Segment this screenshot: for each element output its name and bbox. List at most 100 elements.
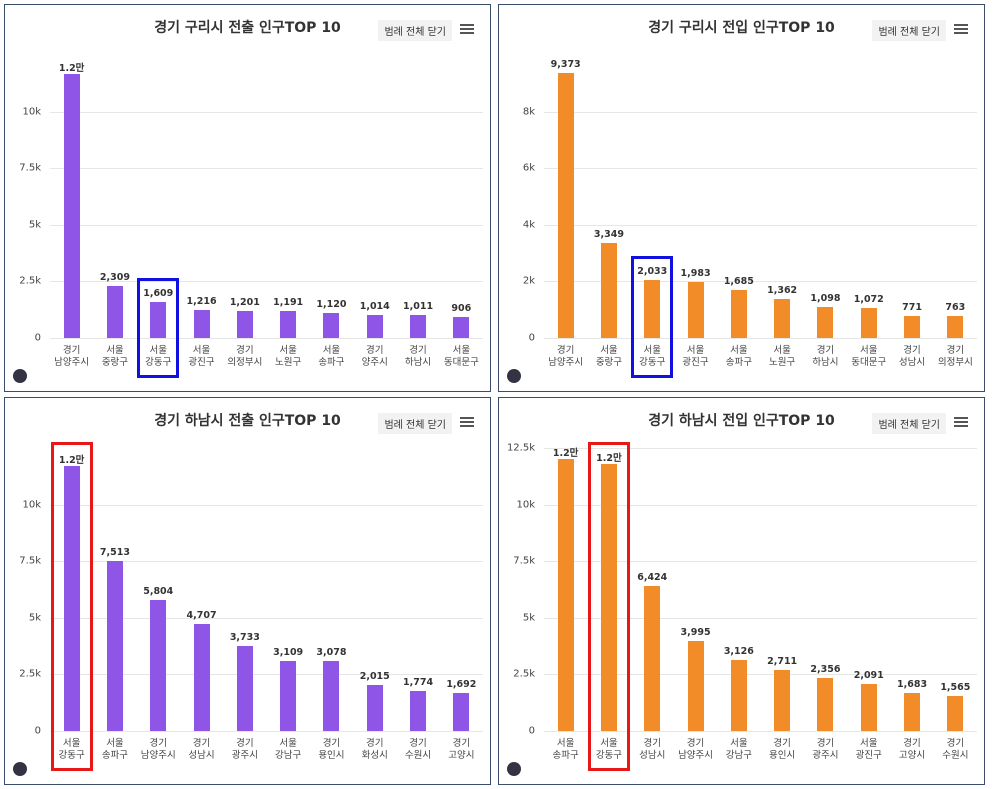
grid-line (50, 561, 483, 563)
x-tick-label: 경기 고양시 (448, 738, 475, 761)
grid-line (544, 561, 977, 563)
y-tick-label: 6k (522, 162, 535, 174)
x-tick-label: 서울 강동구 (145, 345, 172, 368)
bar (817, 677, 834, 731)
value-label: 5,804 (143, 585, 174, 597)
x-tick-label: 서울 송파구 (552, 738, 579, 761)
x-tick-label: 서울 광진구 (855, 738, 882, 761)
value-label: 1,098 (810, 292, 841, 304)
value-label: 6,424 (637, 571, 668, 583)
grid-line (50, 111, 483, 113)
value-label: 1,983 (680, 267, 711, 279)
value-label: 771 (902, 302, 922, 314)
bar (366, 315, 383, 338)
x-tick-label: 경기 성남시 (188, 738, 215, 761)
value-label: 906 (451, 303, 472, 315)
bar (644, 280, 661, 338)
bar (860, 683, 877, 731)
grid-line (544, 111, 977, 113)
home-icon[interactable] (507, 369, 521, 383)
menu-icon[interactable] (460, 24, 474, 26)
x-tick-label: 서울 강남구 (725, 738, 752, 761)
value-label: 1,609 (143, 287, 174, 299)
bar (453, 692, 470, 731)
grid-line (50, 224, 483, 226)
grid-line (50, 168, 483, 170)
chart-panel: 경기 하남시 전출 인구TOP 10 범례 전체 닫기 0 2.5k 5k 7.5k 10k… (4, 397, 491, 785)
value-label: 1,072 (853, 293, 884, 305)
bar (730, 290, 747, 338)
chart-panel: 경기 구리시 전입 인구TOP 10 범례 전체 닫기 0 2k 4k 6k 8k 9,373… (498, 4, 985, 392)
grid-line (544, 504, 977, 506)
x-tick-label: 경기 용인시 (769, 738, 796, 761)
y-tick-label: 2.5k (513, 668, 535, 680)
menu-icon[interactable] (460, 417, 474, 419)
bar (904, 692, 921, 731)
menu-icon[interactable] (954, 24, 968, 26)
legend-toggle-button[interactable]: 범례 전체 닫기 (378, 413, 452, 434)
grid-line (50, 731, 483, 732)
y-tick-label: 10k (22, 499, 41, 511)
y-tick-label: 12.5k (506, 442, 535, 454)
value-label: 1,774 (403, 676, 434, 688)
y-tick-label: 0 (528, 725, 535, 737)
x-tick-label: 서울 광진구 (682, 345, 709, 368)
highlight-box (137, 277, 180, 378)
bar (774, 299, 791, 338)
bar (63, 466, 80, 731)
x-tick-label: 경기 수원시 (404, 738, 432, 761)
bar (410, 315, 427, 338)
bar (280, 311, 297, 338)
value-label: 2,091 (853, 669, 884, 681)
grid-line (544, 338, 977, 339)
value-label: 1.2만 (58, 63, 85, 75)
highlight-box (50, 442, 93, 771)
bar (150, 599, 167, 731)
chart-title: 경기 하남시 전출 인구TOP 10 (154, 413, 341, 429)
bar (323, 312, 340, 338)
grid-line (544, 168, 977, 170)
chart-panel: 경기 하남시 전입 인구TOP 10 범례 전체 닫기 0 2.5k 5k 7.5k 10k… (498, 397, 985, 785)
x-tick-label: 경기 남양주시 (678, 738, 714, 761)
value-label: 1.2만 (552, 448, 579, 460)
y-tick-label: 4k (522, 219, 535, 231)
bar (644, 585, 661, 731)
home-icon[interactable] (507, 762, 521, 776)
grid-line (50, 674, 483, 676)
bar (236, 646, 253, 731)
x-tick-label: 경기 의정부시 (937, 345, 973, 368)
legend-toggle-button[interactable]: 범례 전체 닫기 (872, 413, 946, 434)
chart-panel: 경기 구리시 전출 인구TOP 10 범례 전체 닫기 0 2.5k 5k 7.5k 10k… (4, 4, 491, 392)
value-label: 3,126 (723, 646, 754, 658)
bar (557, 72, 574, 338)
home-icon[interactable] (13, 369, 27, 383)
bar (730, 660, 747, 731)
grid-line (50, 338, 483, 339)
x-tick-label: 서울 강남구 (275, 738, 302, 761)
bar (410, 690, 427, 731)
value-label: 1,216 (186, 296, 217, 308)
value-label: 2,711 (767, 655, 798, 667)
x-tick-label: 경기 용인시 (318, 738, 345, 761)
bar (106, 285, 123, 338)
menu-icon[interactable] (954, 417, 968, 419)
x-tick-label: 경기 광주시 (812, 738, 839, 761)
y-tick-label: 0 (34, 332, 41, 344)
grid-line (544, 281, 977, 283)
legend-toggle-button[interactable]: 범례 전체 닫기 (378, 20, 452, 41)
home-icon[interactable] (13, 762, 27, 776)
value-label: 1,683 (897, 678, 928, 690)
grid-line (50, 504, 483, 506)
value-label: 1,362 (767, 285, 798, 297)
bar (193, 624, 210, 731)
legend-toggle-button[interactable]: 범례 전체 닫기 (872, 20, 946, 41)
value-label: 1,191 (273, 297, 304, 309)
value-label: 3,109 (273, 646, 304, 658)
value-label: 2,356 (810, 663, 841, 675)
x-tick-label: 경기 남양주시 (54, 345, 90, 368)
bar (947, 316, 964, 338)
value-label: 3,349 (593, 229, 624, 241)
x-tick-label: 경기 성남시 (639, 738, 666, 761)
x-tick-label: 경기 고양시 (898, 738, 926, 761)
x-tick-label: 서울 노원구 (769, 345, 796, 368)
